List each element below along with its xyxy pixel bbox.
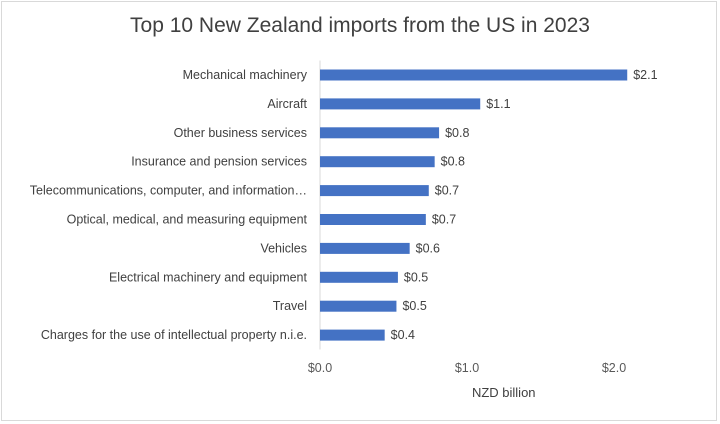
data-label: $0.6 — [416, 241, 440, 255]
bar — [320, 271, 398, 283]
x-tick-label: $2.0 — [602, 361, 626, 375]
data-label: $0.8 — [445, 126, 469, 140]
bar — [320, 185, 429, 197]
data-label: $0.7 — [432, 213, 456, 227]
bar — [320, 214, 426, 225]
bar — [320, 127, 440, 139]
category-label: Charges for the use of intellectual prop… — [41, 328, 307, 342]
bar — [320, 329, 385, 341]
data-label: $0.4 — [391, 328, 415, 342]
bar — [320, 69, 628, 81]
data-label: $0.5 — [404, 270, 428, 284]
x-tick-label: $0.0 — [308, 361, 332, 375]
data-label: $0.5 — [402, 299, 426, 313]
category-label: Other business services — [174, 126, 307, 140]
category-label: Travel — [273, 299, 307, 313]
category-label: Mechanical machinery — [183, 68, 308, 82]
data-label: $1.1 — [486, 97, 510, 111]
bar — [320, 156, 435, 168]
data-label: $0.8 — [441, 155, 465, 169]
x-axis-title: NZD billion — [472, 385, 536, 400]
bar — [320, 98, 481, 110]
category-label: Telecommunications, computer, and inform… — [30, 184, 307, 198]
data-label: $0.7 — [435, 184, 459, 198]
x-tick-label: $1.0 — [455, 361, 479, 375]
data-label: $2.1 — [633, 68, 657, 82]
chart-title: Top 10 New Zealand imports from the US i… — [130, 14, 590, 37]
bar — [320, 242, 410, 254]
category-label: Electrical machinery and equipment — [109, 270, 308, 284]
category-label: Vehicles — [260, 241, 307, 255]
category-label: Optical, medical, and measuring equipmen… — [67, 213, 308, 227]
category-label: Aircraft — [267, 97, 307, 111]
bar — [320, 300, 397, 312]
category-label: Insurance and pension services — [131, 155, 307, 169]
